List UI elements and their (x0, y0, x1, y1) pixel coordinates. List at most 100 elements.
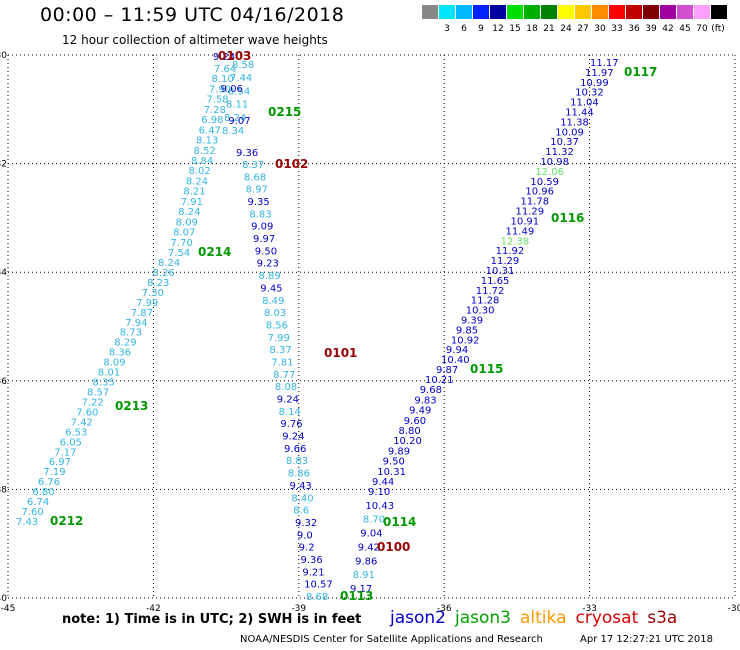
legend-swatch (524, 5, 540, 19)
swh-value: 7.94 (125, 318, 147, 329)
swh-value: 8.54 (228, 86, 250, 97)
swh-value: 11.04 (570, 98, 599, 109)
swh-value: 11.29 (491, 256, 520, 267)
swh-value: 11.92 (496, 246, 525, 257)
swh-value: 7.58 (206, 95, 228, 106)
swh-value: 8.37 (242, 160, 264, 171)
swh-value: 11.97 (585, 68, 614, 79)
swh-value: 6.05 (60, 437, 82, 448)
legend-label: 27 (577, 24, 589, 34)
swh-value: 8.03 (264, 308, 286, 319)
swh-value: 8.24 (158, 258, 180, 269)
swh-value: 9.86 (355, 556, 377, 567)
swh-value: 10.31 (377, 467, 406, 478)
swh-value: 9.83 (414, 395, 436, 406)
legend-label: 15 (509, 24, 521, 34)
legend-label: 6 (461, 24, 467, 34)
swh-value: 7.17 (54, 447, 76, 458)
swh-value: 9.89 (388, 446, 410, 457)
swh-value: 8.68 (306, 592, 328, 603)
swh-value: 8.02 (188, 166, 210, 177)
lon-tick-label: -36 (437, 604, 452, 614)
lat-tick-label: -38 (0, 485, 7, 495)
swh-value: 6.76 (38, 477, 60, 488)
swh-value: 7.81 (271, 357, 293, 368)
swh-value: 8.24 (178, 207, 200, 218)
legend-label: 24 (560, 24, 572, 34)
swh-value: 9.68 (420, 385, 442, 396)
axis-ticks: -30 -32 -34 -36 -38 -40-45 -42 -39 -36 -33 -30 (0, 51, 740, 614)
legend-swatch (439, 5, 455, 19)
swh-value: 7.44 (230, 73, 252, 84)
swh-value: 10.37 (550, 137, 579, 148)
swh-value: 6.74 (27, 497, 49, 508)
legend-unit: (ft) (711, 24, 725, 34)
satellite-s3a: s3a (647, 608, 678, 628)
swh-value: 8.83 (286, 456, 308, 467)
legend-swatch (643, 5, 659, 19)
swh-value: 11.72 (476, 286, 505, 297)
swh-value: 11.32 (545, 147, 574, 158)
pass-time-label: 0214 (198, 245, 231, 259)
swh-value: 8.84 (191, 156, 213, 167)
legend-swatch (473, 5, 489, 19)
swh-value: 7.91 (181, 197, 203, 208)
swh-value: 9.60 (404, 416, 426, 427)
swh-value: 8.40 (291, 493, 313, 504)
swh-value: 8.86 (288, 469, 310, 480)
legend-label: 12 (492, 24, 504, 34)
lon-tick-label: -33 (582, 604, 597, 614)
swh-value: 8.52 (194, 146, 216, 157)
pass-time-label: 0117 (624, 65, 657, 79)
swh-value: 9.24 (277, 395, 299, 406)
legend-label: 70 (696, 24, 708, 34)
swh-value: 9.07 (228, 116, 250, 127)
swh-value: 8.14 (279, 407, 301, 418)
swh-value: 7.99 (268, 333, 290, 344)
swh-value: 9.0 (297, 530, 313, 541)
lat-tick-label: -32 (0, 160, 7, 170)
swh-value: 9.24 (213, 52, 235, 63)
swh-value: 8.56 (266, 320, 288, 331)
legend-label: 9 (478, 24, 484, 34)
swh-value: 9.50 (255, 246, 277, 257)
swh-value: 10.21 (425, 375, 454, 386)
swh-value: 10.20 (393, 436, 422, 447)
satellite-jason3: jason3 (455, 608, 511, 628)
swh-value: 6.47 (199, 125, 221, 136)
swh-value: 9.49 (409, 406, 431, 417)
swh-value: 8.10 (211, 74, 233, 85)
satellite-altika: altika (520, 608, 567, 628)
swh-value: 7.87 (131, 308, 153, 319)
swh-value: 10.59 (530, 177, 559, 188)
swh-value: 7.30 (142, 288, 164, 299)
swh-value: 9.23 (257, 259, 279, 270)
swh-value: 8.37 (269, 345, 291, 356)
swh-value: 9.39 (461, 315, 483, 326)
swh-value: 10.31 (486, 266, 515, 277)
swh-value: 9.45 (260, 283, 282, 294)
legend-swatch (490, 5, 506, 19)
swh-value: 12.38 (501, 236, 530, 247)
pass-time-label: 0213 (115, 399, 148, 413)
pass-time-label: 0212 (50, 514, 83, 528)
swh-value: 8.29 (114, 338, 136, 349)
legend-label: 18 (526, 24, 538, 34)
swh-value: 8.09 (176, 217, 198, 228)
swh-value: 6.97 (49, 457, 71, 468)
legend-swatch (660, 5, 676, 19)
lat-tick-label: -36 (0, 377, 7, 387)
swh-value: 8.09 (103, 358, 125, 369)
swh-value: 9.42 (358, 542, 380, 553)
swh-value: 9.43 (290, 481, 312, 492)
swh-value: 8.24 (224, 113, 246, 124)
swh-value: 9.66 (284, 444, 306, 455)
swh-value: 11.78 (520, 197, 549, 208)
satellite-jason2: jason2 (390, 608, 446, 628)
swh-value: 9.24 (282, 432, 304, 443)
legend-swatch (609, 5, 625, 19)
legend-label: 3 (444, 24, 450, 34)
swh-value: 10.43 (365, 501, 394, 512)
swh-value: 11.49 (506, 226, 535, 237)
